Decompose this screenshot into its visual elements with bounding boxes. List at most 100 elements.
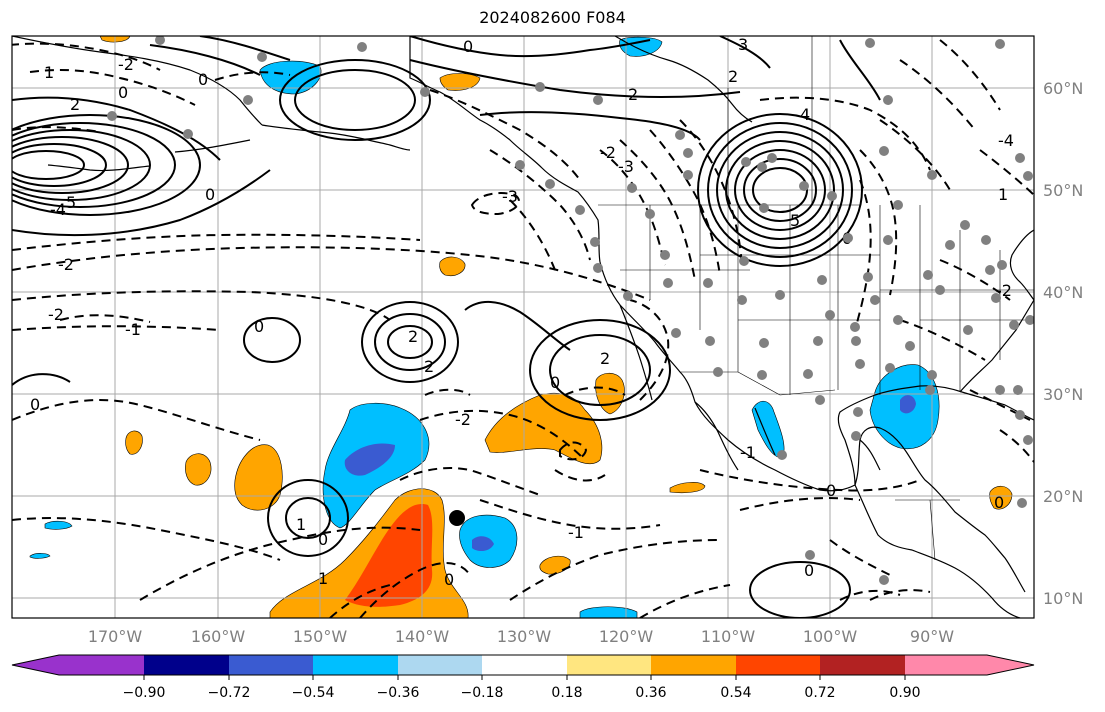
colorbar-outline [11, 654, 1035, 676]
contour-label: 2 [424, 357, 434, 376]
colorbar-segment [651, 655, 736, 675]
contour-label: 0 [826, 481, 836, 500]
negative-anomaly-area [751, 400, 785, 459]
contour-label: -1 [740, 443, 756, 462]
lat-label: 40°N [1043, 283, 1083, 302]
contour-label: -2 [48, 305, 64, 324]
colorbar-segment [59, 655, 144, 675]
station-markers [107, 36, 1034, 585]
contour-label: 0 [444, 570, 454, 589]
colorbar-segment [144, 655, 229, 675]
colorbar-segment [905, 655, 987, 675]
contour-label: 0 [994, 493, 1004, 512]
contour-label: -1 [568, 523, 584, 542]
contour-label: 0 [318, 530, 328, 549]
strong-negative-anomaly-area [344, 443, 395, 476]
lon-label: 160°W [191, 627, 246, 646]
colorbar-segment [820, 655, 905, 675]
colorbar: −0.90 −0.72 −0.54 −0.36 −0.18 0.18 0.36 … [11, 654, 1035, 701]
positive-anomaly-area [234, 444, 283, 511]
positive-anomaly-area [439, 256, 466, 277]
contour-label: 4 [800, 105, 810, 124]
contour-label: 0 [254, 317, 264, 336]
coastlines [12, 36, 1034, 618]
contour-label: -2 [455, 410, 471, 429]
contour-label: 1 [296, 515, 306, 534]
lon-label: 110°W [701, 627, 756, 646]
lon-label: 170°W [88, 627, 143, 646]
lon-label: 100°W [803, 627, 858, 646]
contour-label: 5 [790, 211, 800, 230]
negative-contours [12, 39, 1034, 618]
negative-anomaly-area [579, 606, 638, 618]
longitude-labels: 170°W 160°W 150°W 140°W 130°W 120°W 110°… [88, 627, 954, 646]
contour-label: 3 [738, 35, 748, 54]
negative-anomaly-area [29, 553, 51, 559]
contour-label: 2 [408, 327, 418, 346]
contour-label: 0 [30, 395, 40, 414]
positive-anomaly-area [185, 453, 212, 486]
colorbar-tick-label: 0.72 [804, 685, 835, 701]
contour-label: -3 [618, 157, 634, 176]
contour-label: 5 [66, 193, 76, 212]
colorbar-tick-label: 0.18 [551, 685, 582, 701]
lat-label: 20°N [1043, 487, 1083, 506]
contour-label: 0 [550, 373, 560, 392]
contour-label: -2 [600, 143, 616, 162]
colorbar-tick-label: 0.54 [720, 685, 751, 701]
map-frame [11, 35, 1035, 619]
colorbar-tick-label: −0.18 [461, 685, 504, 701]
contour-label: -4 [50, 200, 66, 219]
colorbar-tick-label: −0.36 [377, 685, 420, 701]
storm-center-marker [449, 510, 465, 526]
contour-label: 0 [804, 561, 814, 580]
lon-label: 90°W [910, 627, 954, 646]
contour-label: 2 [70, 95, 80, 114]
contour-label: -1 [125, 320, 141, 339]
colorbar-segment [567, 655, 651, 675]
map-title: 2024082600 F084 [479, 8, 626, 27]
latitude-labels: 60°N 50°N 40°N 30°N 20°N 10°N [1043, 79, 1083, 608]
colorbar-tick-label: 0.36 [635, 685, 666, 701]
contour-label: 0 [118, 83, 128, 102]
colorbar-tick-label: 0.90 [889, 685, 920, 701]
contour-label: 2 [628, 85, 638, 104]
contour-label: 0 [205, 185, 215, 204]
strong-positive-anomaly-area [345, 504, 433, 607]
positive-contours [12, 36, 881, 618]
colorbar-segment [398, 655, 482, 675]
lat-label: 10°N [1043, 589, 1083, 608]
positive-anomaly-area [669, 482, 706, 494]
contour-label: -4 [998, 131, 1014, 150]
colorbar-segment [313, 655, 398, 675]
colorbar-tick-label: −0.54 [292, 685, 335, 701]
lon-label: 150°W [293, 627, 348, 646]
strong-negative-anomaly-area [900, 395, 916, 414]
lat-label: 30°N [1043, 385, 1083, 404]
colorbar-segment [482, 655, 567, 675]
colorbar-segment [12, 655, 59, 675]
colorbar-tick-label: −0.90 [123, 685, 166, 701]
lon-label: 140°W [395, 627, 450, 646]
contour-label: 2 [600, 349, 610, 368]
contour-label: -3 [502, 187, 518, 206]
lon-label: 120°W [599, 627, 654, 646]
strong-negative-anomaly-area [472, 536, 494, 552]
contour-label: 1 [998, 185, 1008, 204]
positive-anomaly-area [989, 485, 1013, 510]
contour-label: 2 [728, 67, 738, 86]
contour-label: 0 [198, 70, 208, 89]
map-panel: 0 -2 0 0 2 1 -4 5 0 -2 -2 -1 0 0 2 2 2 0… [12, 35, 1034, 618]
contour-label: 1 [318, 569, 328, 588]
colorbar-segment [229, 655, 313, 675]
colorbar-tick-label: −0.72 [208, 685, 251, 701]
colorbar-segment [736, 655, 820, 675]
contour-label: -2 [58, 255, 74, 274]
negative-anomaly-area [44, 520, 73, 530]
negative-anomaly-area [619, 36, 663, 57]
lat-label: 50°N [1043, 181, 1083, 200]
lat-label: 60°N [1043, 79, 1083, 98]
positive-anomaly-area [125, 430, 143, 455]
contour-label: 1 [44, 63, 54, 82]
